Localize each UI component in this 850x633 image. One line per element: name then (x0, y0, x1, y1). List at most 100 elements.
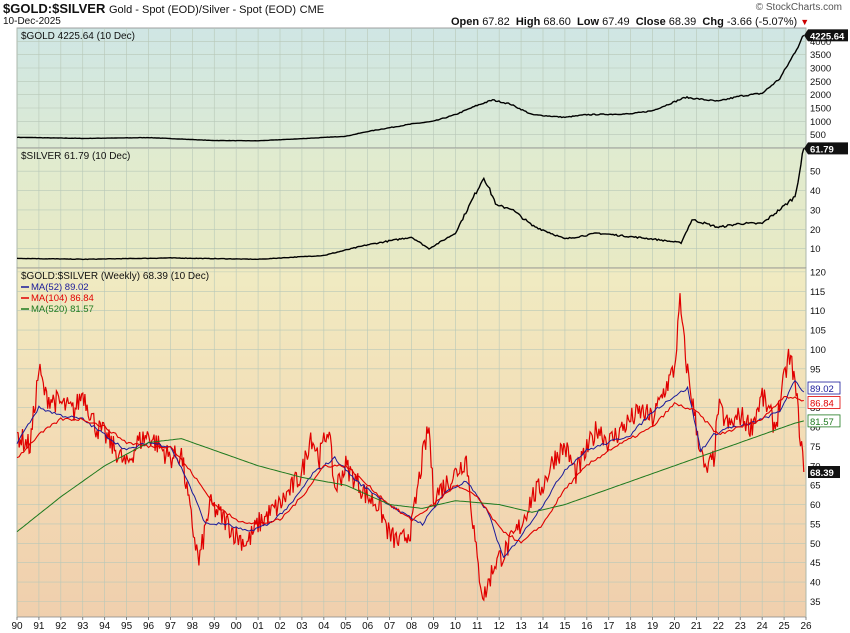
y-tick-label: 105 (810, 326, 826, 337)
y-tick-label: 50 (810, 539, 821, 550)
y-tick-label: 75 (810, 442, 821, 453)
close-value: 68.39 (668, 16, 697, 28)
exchange: CME (299, 4, 325, 16)
x-tick-label: 93 (77, 621, 89, 632)
x-tick-label: 13 (516, 621, 528, 632)
low-label: Low (577, 16, 600, 28)
x-tick-label: 10 (450, 621, 462, 632)
x-tick-label: 04 (318, 621, 330, 632)
x-tick-label: 02 (274, 621, 286, 632)
high-label: High (515, 16, 541, 28)
last-value-tag (808, 29, 848, 42)
ratio-last-value-tag (808, 466, 840, 479)
x-tick-label: 91 (33, 621, 45, 632)
last-value-arrow-icon (804, 29, 808, 42)
ma-value-label: 81.57 (810, 417, 834, 428)
x-tick-label: 05 (340, 621, 352, 632)
x-tick-label: 16 (581, 621, 593, 632)
low-value: 67.49 (602, 16, 630, 28)
y-tick-label: 500 (810, 130, 826, 141)
legend-ma52-line: MA(52) 89.02 (31, 282, 89, 293)
close-label: Close (635, 16, 666, 28)
chg-value: -3.66 (-5.07%) (726, 16, 798, 28)
ma520-line (16, 420, 804, 533)
x-tick-label: 98 (187, 621, 199, 632)
x-tick-label: 17 (603, 621, 615, 632)
x-tick-label: 22 (713, 621, 725, 632)
symbol-description: Gold - Spot (EOD)/Silver - Spot (EOD) (108, 4, 297, 16)
ma-value-tag (807, 414, 841, 428)
x-tick-label: 21 (691, 621, 703, 632)
chg-label: Chg (702, 16, 724, 28)
y-tick-label: 20 (810, 225, 821, 236)
x-tick-label: 25 (779, 621, 791, 632)
x-tick-label: 09 (428, 621, 440, 632)
x-tick-label: 92 (55, 621, 67, 632)
gold-panel-title: $GOLD 4225.64 (10 Dec) (21, 31, 135, 42)
y-tick-label: 2500 (810, 77, 831, 88)
y-tick-label: 110 (810, 306, 825, 317)
x-tick-label: 99 (209, 621, 221, 632)
open-label: Open (451, 16, 480, 28)
symbol: $GOLD:$SILVER (3, 1, 106, 16)
legend-ma104-line: MA(104) 86.84 (31, 293, 94, 304)
y-tick-label: 60 (810, 500, 821, 511)
y-tick-label: 65 (810, 481, 821, 492)
x-tick-label: 90 (11, 621, 23, 632)
x-tick-label: 14 (537, 621, 549, 632)
silver-price-line (16, 148, 805, 261)
x-tick-label: 01 (253, 621, 265, 632)
chart-title: $GOLD:$SILVER Gold - Spot (EOD)/Silver -… (3, 1, 324, 16)
x-tick-label: 97 (165, 621, 177, 632)
x-tick-label: 00 (231, 621, 243, 632)
y-tick-label: 95 (810, 364, 821, 375)
y-tick-label: 40 (810, 578, 821, 589)
x-tick-label: 11 (472, 621, 483, 632)
ma-value-tag (807, 381, 841, 395)
ohlc-readout: Open 67.82 High 68.60 Low 67.49 Close 68… (451, 16, 809, 28)
chg-down-icon: ▼ (800, 17, 810, 27)
gold-price-line (16, 34, 805, 142)
ma104-line (16, 396, 804, 544)
y-tick-label: 35 (810, 597, 821, 608)
high-value: 68.60 (543, 16, 571, 28)
x-tick-label: 96 (143, 621, 155, 632)
ma-value-label: 86.84 (810, 398, 834, 409)
y-tick-label: 2000 (810, 90, 831, 101)
open-value: 67.82 (482, 16, 510, 28)
ma-value-label: 89.02 (810, 384, 834, 395)
y-tick-label: 4000 (810, 37, 831, 48)
y-tick-label: 55 (810, 519, 821, 530)
y-tick-label: 80 (810, 422, 821, 433)
x-tick-label: 19 (647, 621, 659, 632)
x-tick-label: 15 (559, 621, 571, 632)
last-value-label: 4225.64 (810, 31, 845, 42)
y-tick-label: 120 (810, 267, 826, 278)
y-tick-label: 10 (810, 244, 821, 255)
y-tick-label: 1000 (810, 117, 831, 128)
y-tick-label: 100 (810, 345, 826, 356)
x-tick-label: 12 (494, 621, 506, 632)
x-tick-label: 08 (406, 621, 418, 632)
x-tick-label: 24 (757, 621, 769, 632)
last-value-label: 61.79 (810, 144, 834, 155)
x-tick-label: 94 (99, 621, 111, 632)
ratio-panel-title: $GOLD:$SILVER (Weekly) 68.39 (10 Dec) (21, 271, 209, 282)
y-tick-label: 1500 (810, 104, 831, 115)
x-tick-label: 23 (735, 621, 747, 632)
y-tick-label: 45 (810, 558, 821, 569)
y-tick-label: 115 (810, 287, 825, 298)
last-value-tag (808, 142, 848, 155)
x-tick-label: 06 (362, 621, 374, 632)
brand-watermark[interactable]: © StockCharts.com (755, 2, 842, 13)
x-tick-label: 18 (625, 621, 637, 632)
x-tick-label: 07 (384, 621, 396, 632)
y-tick-label: 50 (810, 167, 821, 178)
x-tick-label: 95 (121, 621, 133, 632)
ma-value-tag (807, 396, 841, 409)
silver-panel-title: $SILVER 61.79 (10 Dec) (21, 151, 130, 162)
ratio-price-line (16, 293, 805, 602)
y-tick-label: 40 (810, 186, 821, 197)
chart-date: 10-Dec-2025 (3, 16, 61, 27)
